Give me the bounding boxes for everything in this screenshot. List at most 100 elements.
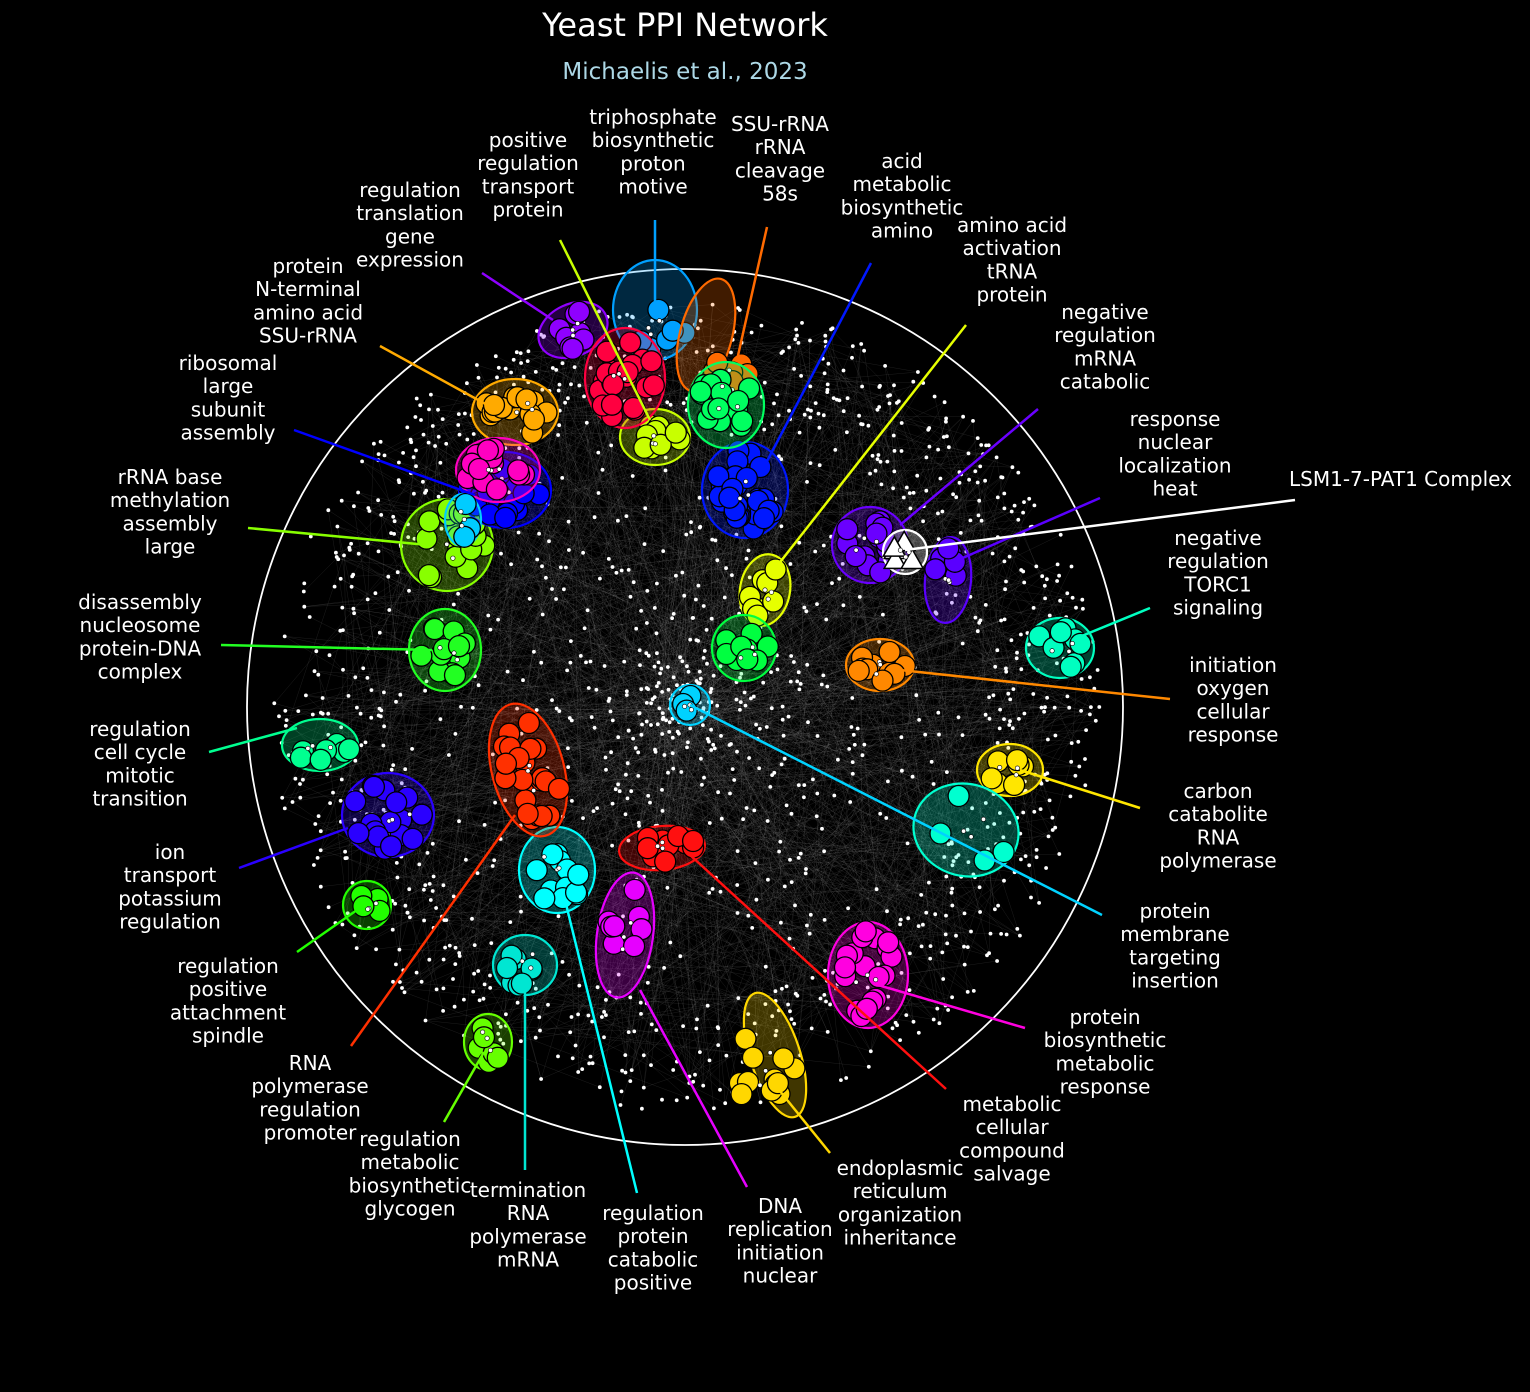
leader-line-c27 [293, 428, 476, 497]
network-node [950, 863, 955, 868]
network-node [655, 651, 659, 656]
network-node [709, 748, 714, 752]
network-node [942, 855, 947, 859]
network-node [656, 681, 661, 685]
network-node [610, 718, 615, 723]
network-node [310, 712, 315, 717]
cluster-label-line: positive [489, 128, 567, 152]
cluster-label-line: motive [618, 175, 687, 199]
network-node [710, 887, 715, 891]
network-node [679, 770, 684, 774]
network-node [820, 826, 824, 831]
network-node [1014, 656, 1019, 661]
network-node [770, 422, 775, 427]
network-node [1069, 741, 1074, 745]
network-node [1058, 598, 1062, 603]
network-node [780, 986, 784, 991]
network-node [709, 687, 714, 691]
network-node [456, 412, 461, 416]
network-node [1068, 794, 1073, 799]
network-node [360, 459, 364, 464]
cluster-label-line: methylation [110, 488, 230, 512]
network-node [1015, 650, 1019, 655]
network-node [567, 716, 572, 720]
network-node [499, 551, 503, 556]
cluster-node [352, 895, 375, 918]
cluster-node [517, 711, 541, 735]
cluster-label-c22: regulation positive attachment spindle [170, 954, 286, 1048]
network-node [344, 856, 349, 860]
network-node [623, 812, 628, 817]
cluster-label-line: positive [614, 1271, 692, 1295]
cluster-node [309, 748, 332, 771]
network-node [302, 604, 307, 609]
network-node [471, 989, 476, 994]
cluster-node-center [656, 318, 662, 324]
network-node [832, 793, 837, 798]
network-node [519, 1039, 523, 1044]
network-node [697, 669, 702, 674]
network-node [945, 941, 950, 946]
network-node [414, 396, 419, 401]
cluster-label-line: triphosphate [589, 105, 716, 129]
network-node [936, 447, 940, 452]
network-node [475, 871, 480, 875]
cluster-node [485, 478, 509, 501]
network-node [366, 506, 371, 510]
network-node [339, 498, 344, 503]
network-node [511, 357, 516, 362]
network-node [1055, 661, 1059, 666]
network-node [866, 1064, 871, 1069]
network-node [738, 707, 742, 712]
network-node [738, 675, 742, 680]
network-node [813, 549, 818, 554]
network-node [815, 602, 819, 606]
network-node [709, 727, 713, 732]
network-node [283, 723, 288, 728]
network-node [962, 944, 966, 949]
network-node [382, 724, 386, 729]
network-node [1069, 564, 1074, 569]
network-node [405, 425, 410, 430]
network-node [649, 701, 653, 706]
network-node [628, 995, 633, 1000]
network-node [351, 572, 356, 577]
cluster-node [1002, 773, 1026, 797]
network-node [976, 513, 981, 518]
network-node [558, 565, 563, 570]
leader-line-c23 [238, 826, 349, 870]
network-node [382, 453, 387, 458]
network-node [825, 382, 830, 387]
cluster-label-line: complex [98, 660, 183, 684]
cluster-label-line: protein [617, 1224, 688, 1248]
network-node [1019, 857, 1023, 862]
cluster-label-line: amino acid [253, 300, 363, 324]
network-node [979, 518, 984, 523]
network-node [1083, 783, 1088, 788]
network-node [590, 1019, 595, 1024]
network-node [431, 874, 436, 879]
cluster-label-line: ribosomal [179, 351, 278, 375]
network-node [993, 664, 998, 669]
network-node [338, 576, 343, 581]
leader-line-c8 [957, 496, 1101, 562]
network-node [628, 594, 633, 599]
cluster-node-center [487, 1047, 493, 1053]
cluster-node [772, 1047, 795, 1070]
network-node [325, 772, 330, 777]
cluster-label-line: protein [1139, 899, 1210, 923]
network-node [921, 922, 925, 927]
network-node [493, 390, 498, 395]
network-node [814, 814, 819, 819]
network-node [777, 454, 781, 459]
network-node [701, 1083, 706, 1088]
network-node [1023, 854, 1028, 858]
cluster-node [854, 920, 877, 943]
network-node [694, 1026, 699, 1031]
network-node [695, 1017, 699, 1022]
network-node [1045, 771, 1050, 776]
network-node [427, 407, 431, 412]
network-node [950, 995, 954, 1000]
network-node [944, 419, 948, 424]
network-node [960, 641, 965, 646]
